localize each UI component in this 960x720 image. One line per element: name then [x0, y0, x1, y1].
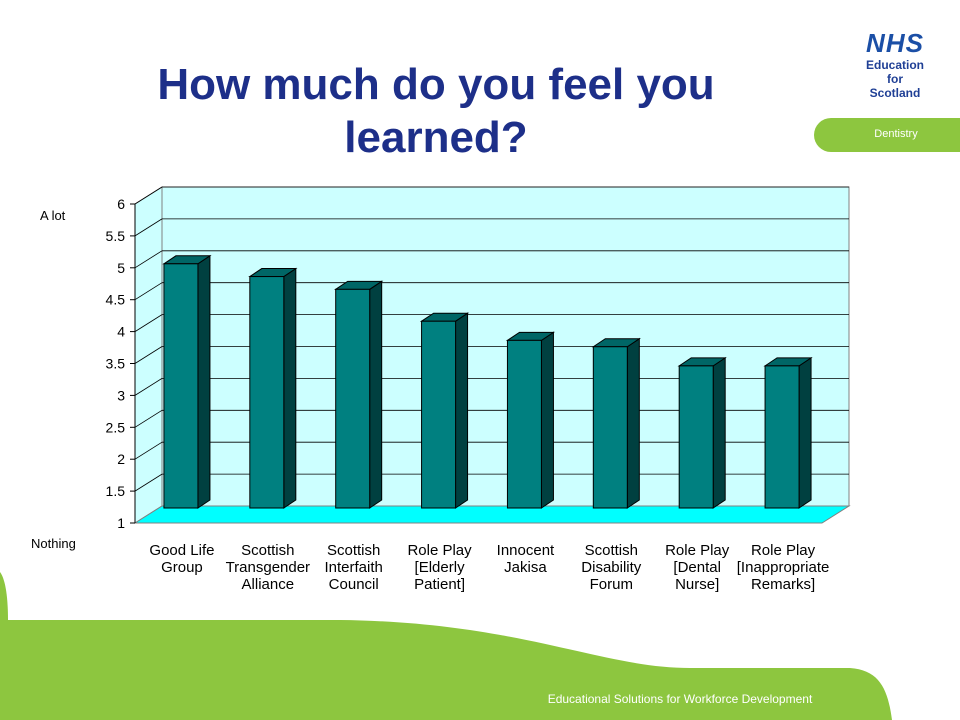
plot-area: 1 1.5 2 2.5 3 3.5 4 4.5 5 5.5 6 Good Life Group Scott… — [106, 186, 851, 593]
gridline-side — [134, 186, 163, 205]
gridline-side — [134, 378, 163, 396]
x-tick-label: Innocent Jakisa — [497, 542, 555, 576]
x-tick-label: Role Play [Elderly Patient] — [407, 542, 472, 593]
floor — [133, 505, 851, 524]
bar — [592, 346, 628, 509]
y-tick-label: 6 — [117, 196, 125, 212]
bar — [506, 339, 542, 509]
y-tick-label: 3.5 — [106, 356, 126, 372]
gridline-side — [134, 441, 163, 460]
logo-line-scotland: Scotland — [869, 86, 921, 100]
bar-side — [197, 254, 211, 509]
department-tab — [814, 118, 960, 152]
x-tick-label: Role Play [Dental Nurse] — [665, 542, 730, 593]
bar — [335, 288, 371, 509]
logo-line-education: Education — [865, 58, 924, 72]
gridline-side — [134, 250, 163, 269]
bar-side — [712, 356, 726, 509]
bar-side — [455, 312, 469, 509]
gridline-side — [134, 346, 163, 364]
left-edge-accent — [0, 572, 8, 620]
footer-text: Educational Solutions for Workforce Deve… — [547, 692, 813, 706]
bar-side — [369, 280, 383, 509]
bottom-green-band — [0, 620, 892, 720]
y-tick-label: 2 — [117, 451, 125, 467]
y-tick-label: 5.5 — [106, 228, 126, 244]
department-label: Dentistry — [874, 128, 918, 140]
x-tick-label: Scottish Transgender Alliance — [226, 542, 311, 593]
bar-side — [540, 331, 554, 509]
scale-top-label: A lot — [40, 208, 66, 223]
x-tick-label: Good Life Group — [149, 542, 214, 576]
y-tick-label: 3 — [117, 387, 125, 403]
y-tick-label: 5 — [117, 260, 125, 276]
bar — [678, 365, 714, 509]
slide-title: How much do you feel you learned? — [157, 60, 715, 162]
gridline-side — [134, 409, 163, 428]
bar — [421, 320, 457, 509]
nhs-logo: NHS Education for Scotland — [852, 28, 938, 100]
bar-side — [798, 356, 812, 509]
gridline-side — [134, 282, 163, 301]
y-tick-label: 4 — [117, 324, 125, 340]
bar — [764, 365, 800, 509]
x-tick-label: Role Play [Inappropriate Remarks] — [737, 542, 830, 593]
y-tick-label: 2.5 — [106, 419, 126, 435]
bar — [249, 276, 285, 509]
y-tick-label: 1.5 — [106, 483, 126, 499]
bar-side — [283, 267, 297, 509]
x-tick-label: Scottish Disability Forum — [581, 542, 642, 593]
y-tick-label: 4.5 — [106, 292, 126, 308]
x-tick-label: Scottish Interfaith Council — [325, 542, 383, 593]
gridline-side — [134, 314, 163, 332]
y-tick-label: 1 — [117, 515, 125, 531]
bar-side — [626, 337, 640, 509]
gridline-side — [134, 218, 163, 237]
scale-bottom-label: Nothing — [31, 536, 76, 551]
nhs-logo-mark: NHS — [866, 28, 924, 58]
logo-line-for: for — [887, 72, 903, 86]
gridline-side — [134, 473, 163, 492]
bar — [163, 263, 199, 509]
